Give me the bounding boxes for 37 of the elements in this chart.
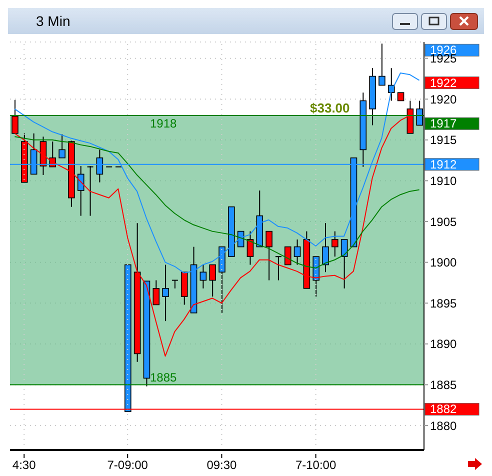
line-series bbox=[14, 136, 420, 269]
candlestick bbox=[246, 230, 254, 266]
ref-line-label: 1918 bbox=[150, 116, 178, 130]
candlestick bbox=[237, 230, 244, 248]
y-tick-label: 1920 bbox=[430, 92, 458, 106]
y-tick-label: 1905 bbox=[430, 214, 458, 229]
y-tick-label: 1900 bbox=[430, 256, 458, 270]
candlestick bbox=[294, 238, 301, 266]
band-label: $33.00 bbox=[310, 100, 350, 116]
candlestick bbox=[332, 230, 338, 258]
candlestick bbox=[340, 238, 348, 289]
candlestick bbox=[378, 43, 386, 86]
ref-line-label: 1882 bbox=[430, 402, 458, 416]
ref-line-label: 1885 bbox=[150, 370, 178, 385]
y-tick-label: 1885 bbox=[430, 378, 458, 392]
ref-line-label: 1912 bbox=[430, 157, 458, 172]
candlestick bbox=[266, 230, 272, 281]
x-tick-label: 09:30 bbox=[206, 458, 238, 472]
candlestick bbox=[209, 264, 216, 298]
chart-title: 3 Min bbox=[35, 13, 72, 29]
candlestick bbox=[58, 134, 66, 158]
x-tick-label: 7-10:00 bbox=[295, 458, 336, 472]
y-tick-label: 1895 bbox=[430, 296, 458, 310]
y-tick-label: 1922 bbox=[430, 76, 458, 90]
y-tick-label: 1915 bbox=[430, 133, 458, 148]
y-tick-label: 1890 bbox=[430, 337, 458, 352]
candlestick bbox=[171, 280, 178, 289]
candlestick bbox=[162, 264, 169, 322]
x-tick-label: 4:30 bbox=[12, 458, 36, 472]
x-tick-label: 7-09:00 bbox=[107, 458, 148, 472]
candlestick bbox=[284, 246, 292, 266]
y-tick-label: 1917 bbox=[430, 116, 458, 131]
candlestick bbox=[152, 280, 160, 306]
candlestick bbox=[274, 256, 282, 281]
y-tick-label: 1910 bbox=[430, 174, 458, 188]
y-tick-label: 1880 bbox=[430, 418, 458, 433]
candlestick bbox=[86, 166, 94, 216]
